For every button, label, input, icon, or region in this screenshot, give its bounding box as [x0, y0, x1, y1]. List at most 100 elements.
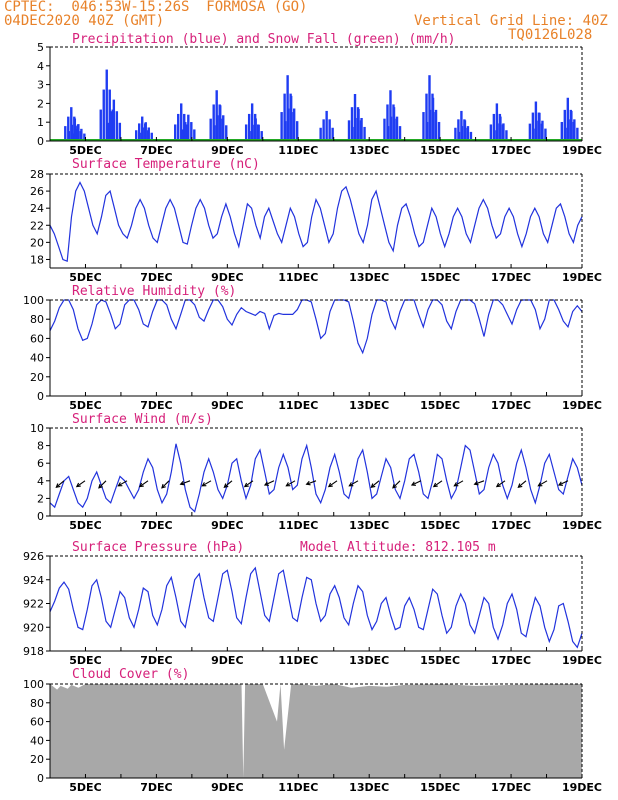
- x-tick-label: 19DEC: [562, 399, 602, 412]
- x-tick-label: 5DEC: [69, 399, 101, 412]
- y-tick-label: 0: [37, 510, 44, 523]
- x-tick-label: 9DEC: [211, 399, 243, 412]
- x-tick-label: 5DEC: [69, 781, 101, 794]
- precip-bar: [187, 114, 190, 141]
- precip-bar: [248, 131, 251, 141]
- precip-bar: [109, 111, 113, 141]
- precip-bar: [492, 113, 496, 141]
- wind-arrow: [370, 480, 380, 488]
- precip-bar: [573, 119, 576, 141]
- y-tick-label: 26: [30, 185, 44, 198]
- x-tick-label: 7DEC: [140, 781, 172, 794]
- grid-line-note: Vertical Grid Line: 40Z: [414, 13, 608, 29]
- precip-bar: [222, 115, 225, 141]
- precip-bar: [425, 93, 428, 141]
- precip-bar: [138, 132, 141, 141]
- x-tick-label: 19DEC: [562, 781, 602, 794]
- wind-arrow-head: [117, 482, 123, 487]
- precip-bar: [138, 123, 141, 141]
- wind-arrow: [392, 480, 401, 489]
- precip-bar: [244, 124, 248, 141]
- x-tick-label: 17DEC: [491, 654, 531, 667]
- precip-bar: [489, 124, 493, 141]
- x-tick-label: 7DEC: [140, 144, 172, 157]
- precip-bar: [532, 128, 535, 141]
- wind-arrow: [98, 480, 107, 489]
- wind-arrow: [139, 480, 149, 487]
- precip-bar: [354, 117, 357, 141]
- y-tick-label: 10: [30, 422, 44, 435]
- x-tick-label: 9DEC: [211, 781, 243, 794]
- precip-bar: [144, 122, 147, 141]
- wind-arrow-head: [161, 483, 166, 489]
- y-tick-label: 24: [30, 202, 44, 215]
- precip-bar: [147, 127, 150, 141]
- precip-bar: [64, 126, 67, 141]
- y-tick-label: 2: [37, 492, 44, 505]
- precip-bar: [428, 75, 431, 141]
- series-line: [49, 566, 583, 649]
- precip-bar: [77, 124, 80, 141]
- wind-arrow: [517, 480, 527, 488]
- precip-bar: [422, 112, 425, 141]
- precip-bar: [190, 122, 193, 141]
- precip-bar: [495, 103, 499, 141]
- precip-bar: [112, 99, 116, 141]
- wind-arrow: [264, 480, 275, 486]
- model-id: TQ0126L028: [508, 27, 593, 43]
- wind-arrow-head: [138, 482, 144, 488]
- precip-bar: [150, 132, 153, 141]
- precip-bar: [292, 108, 296, 141]
- precip-bar: [357, 109, 360, 141]
- precip-bar: [563, 109, 567, 141]
- x-tick-label: 13DEC: [349, 399, 389, 412]
- precip-bar: [286, 108, 290, 141]
- precip-bar: [322, 119, 325, 141]
- precip-bar: [434, 109, 438, 141]
- y-tick-label: 18: [30, 253, 44, 266]
- precip-bar: [353, 94, 357, 141]
- precip-bar: [216, 115, 219, 141]
- wind-arrow-head: [98, 483, 103, 489]
- precip-bar: [502, 123, 505, 141]
- x-tick-label: 7DEC: [140, 519, 172, 532]
- precip-bar: [454, 127, 457, 141]
- x-tick-label: 11DEC: [278, 271, 318, 284]
- y-tick-label: 8: [37, 440, 44, 453]
- precip-bar: [570, 110, 573, 141]
- precip-bar: [437, 121, 441, 141]
- wind-arrow: [76, 480, 86, 487]
- precip-bar: [535, 120, 538, 141]
- precip-bar: [328, 119, 331, 141]
- precip-bar: [71, 133, 74, 141]
- wind-arrow: [454, 480, 464, 487]
- series-line: [49, 443, 583, 513]
- wind-arrow: [223, 480, 233, 488]
- wind-arrow-head: [75, 482, 81, 488]
- precip-bar: [392, 107, 396, 141]
- x-tick-label: 15DEC: [420, 654, 460, 667]
- precip-bar: [496, 123, 499, 141]
- x-tick-label: 5DEC: [69, 654, 101, 667]
- precip-bar: [80, 128, 83, 141]
- precip-bar: [280, 112, 283, 141]
- x-tick-label: 15DEC: [420, 519, 460, 532]
- y-tick-label: 60: [30, 716, 44, 729]
- precip-bar: [528, 123, 532, 141]
- precip-bar: [386, 126, 390, 141]
- x-tick-label: 5DEC: [69, 271, 101, 284]
- precip-bar: [260, 131, 263, 141]
- precip-bar: [74, 128, 77, 141]
- wind-arrow: [244, 480, 254, 487]
- precip-bar: [466, 126, 470, 141]
- precip-bar: [576, 127, 579, 141]
- precip-bar: [99, 109, 102, 141]
- wind-arrow: [411, 480, 422, 486]
- wind-arrow: [349, 480, 359, 487]
- wind-arrow: [433, 480, 443, 487]
- precip-bar: [531, 112, 535, 141]
- precip-bar: [177, 113, 180, 141]
- x-tick-label: 17DEC: [491, 399, 531, 412]
- precip-bar: [469, 131, 473, 141]
- precip-bar: [395, 116, 399, 141]
